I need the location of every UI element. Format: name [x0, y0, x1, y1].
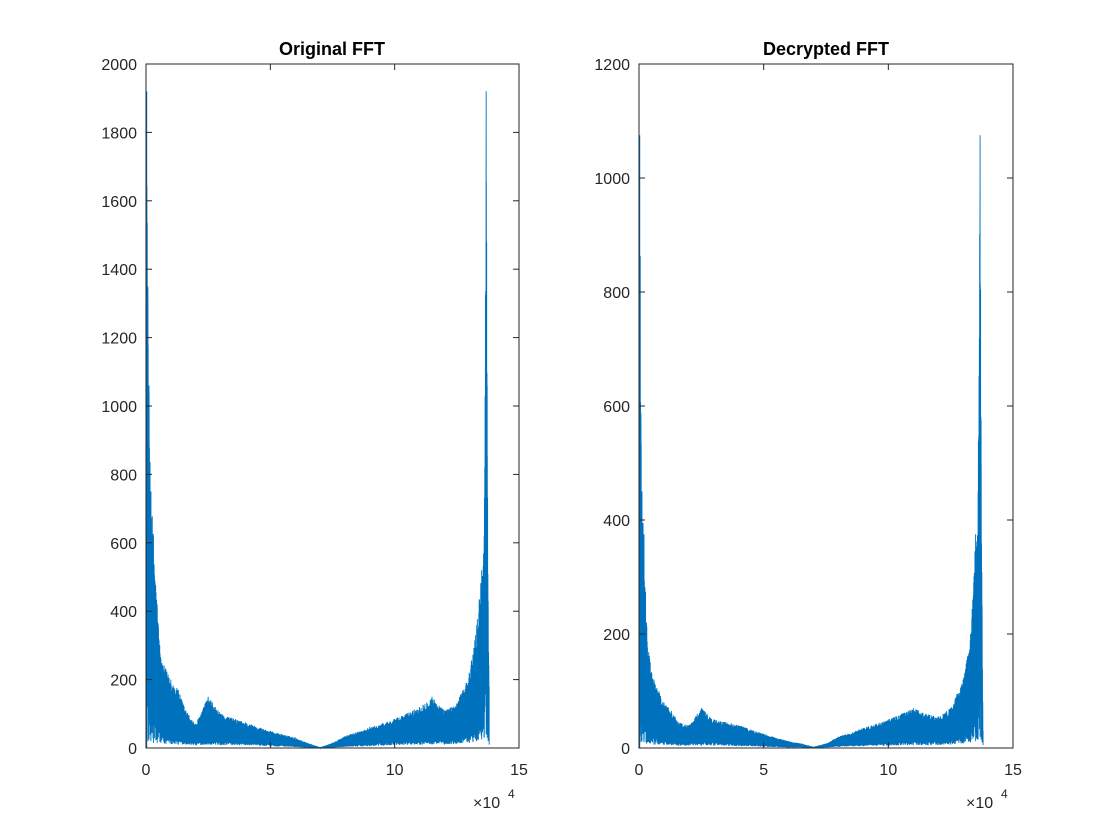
- decrypted-fft-y-tick-label: 0: [621, 741, 630, 758]
- original-fft-x-tick-label: 0: [142, 762, 151, 779]
- original-fft-y-tick-label: 200: [110, 673, 137, 690]
- original-fft-y-tick-label: 1800: [101, 125, 137, 142]
- original-fft-x-exponent-base: ×10: [473, 795, 500, 812]
- original-fft-y-tick-label: 600: [110, 536, 137, 553]
- original-fft-ticks: 0 200 400 600 800 1000 1200 1400 1600 1800 2000 0 5 1…: [101, 57, 528, 779]
- decrypted-fft-x-exponent-base: ×10: [966, 795, 993, 812]
- original-fft-y-tick-label: 1600: [101, 194, 137, 211]
- original-fft-y-tick-label: 400: [110, 604, 137, 621]
- decrypted-fft-y-tick-label: 800: [603, 285, 630, 302]
- decrypted-fft-y-tick-label: 1000: [594, 171, 630, 188]
- decrypted-fft-ticks: 0 200 400 600 800 1000 1200 0 5 10 15: [594, 57, 1022, 779]
- decrypted-fft-x-tick-label: 0: [635, 762, 644, 779]
- original-fft-x-tick-label: 10: [386, 762, 404, 779]
- original-fft-y-tick-label: 1400: [101, 262, 137, 279]
- decrypted-fft-x-tick-label: 10: [879, 762, 897, 779]
- decrypted-fft-y-tick-label: 200: [603, 627, 630, 644]
- decrypted-fft-y-tick-label: 400: [603, 513, 630, 530]
- original-fft-x-exponent-power: 4: [508, 787, 515, 801]
- decrypted-fft-x-exponent: ×10 4: [966, 787, 1008, 812]
- original-fft-y-tick-label: 2000: [101, 57, 137, 74]
- original-fft-y-tick-label: 0: [128, 741, 137, 758]
- original-fft-plot: [145, 91, 490, 750]
- decrypted-fft-x-exponent-power: 4: [1001, 787, 1008, 801]
- original-fft-y-tick-label: 1200: [101, 331, 137, 348]
- decrypted-fft-y-tick-label: 600: [603, 399, 630, 416]
- original-fft-title: Original FFT: [279, 39, 385, 59]
- decrypted-fft-y-tick-label: 1200: [594, 57, 630, 74]
- original-fft-series-line: [145, 91, 490, 750]
- decrypted-fft-series-line: [638, 135, 984, 749]
- original-fft-x-tick-label: 15: [510, 762, 528, 779]
- decrypted-fft-axes: Decrypted FFT 0 200 400 600 800 1000 1200 0 5 10 1…: [594, 39, 1022, 812]
- decrypted-fft-plot: [638, 135, 984, 749]
- original-fft-x-tick-label: 5: [266, 762, 275, 779]
- decrypted-fft-x-tick-label: 5: [759, 762, 768, 779]
- original-fft-x-exponent: ×10 4: [473, 787, 515, 812]
- decrypted-fft-x-tick-label: 15: [1004, 762, 1022, 779]
- original-fft-axes: Original FFT 0 200 400 600 800 1000 1200 1400 16…: [101, 39, 528, 812]
- original-fft-y-tick-label: 800: [110, 467, 137, 484]
- decrypted-fft-title: Decrypted FFT: [763, 39, 889, 59]
- original-fft-y-tick-label: 1000: [101, 399, 137, 416]
